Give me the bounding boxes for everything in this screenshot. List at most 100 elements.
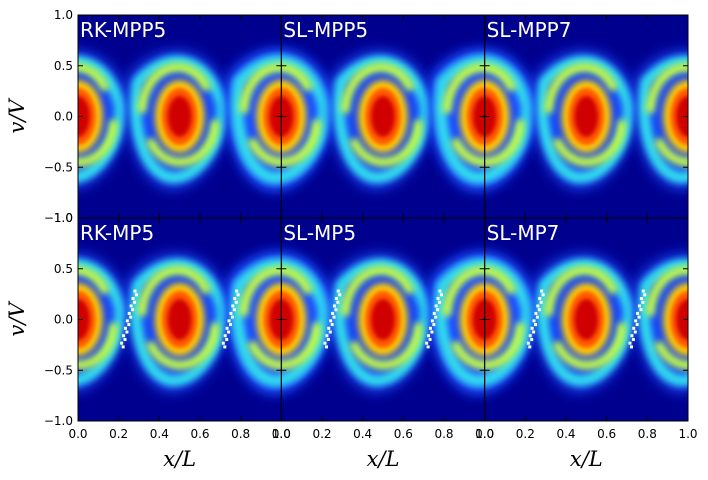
x-tick-label: 0.4 <box>150 427 169 441</box>
axis-ticks: 1.00.50.0−0.5−1.01.00.50.0−0.5−1.00.0 0.2… <box>44 8 698 441</box>
dot-marker-12 <box>122 334 126 338</box>
dot-marker-85 <box>639 308 643 312</box>
vortex-0 <box>78 51 129 188</box>
y-tick-label: −0.5 <box>44 160 73 174</box>
x-tick-label: 0.2 <box>109 427 128 441</box>
x-tick-label: 0.2 <box>516 427 535 441</box>
dot-marker-22 <box>229 311 233 315</box>
axis-labels: x/L x/L x/L v/V v/V <box>5 98 603 471</box>
x-tick-label: 0.0 <box>68 427 87 441</box>
dot-marker-31 <box>223 345 227 349</box>
y-tick-label: −1.0 <box>44 414 73 428</box>
x-tick-label: 1.0 <box>678 427 697 441</box>
dot-marker-4 <box>129 304 133 308</box>
dot-marker-40 <box>329 319 333 323</box>
dot-marker-95 <box>629 345 633 349</box>
y-tick-label: 0.0 <box>54 313 73 327</box>
x-axis-label: x/L <box>367 447 400 471</box>
y-axis-label: v/V <box>5 301 29 337</box>
dot-marker-28 <box>223 334 227 338</box>
panel-titles: RK-MPP5 SL-MPP5 SL-MPP7 RK-MP5 SL-MP5 SL-MP7 <box>80 18 571 245</box>
panel-title-sl-mp7: SL-MP7 <box>487 221 560 245</box>
dot-marker-33 <box>338 293 342 297</box>
dot-marker-63 <box>426 345 430 349</box>
dot-marker-80 <box>641 289 645 293</box>
dot-marker-38 <box>331 311 335 315</box>
dot-marker-89 <box>635 323 639 327</box>
x-tick-label: 0.6 <box>394 427 413 441</box>
dot-marker-69 <box>537 308 541 312</box>
dot-marker-45 <box>326 337 330 341</box>
dot-marker-42 <box>327 326 331 330</box>
dot-marker-65 <box>541 293 545 297</box>
dot-marker-17 <box>236 293 240 297</box>
dot-marker-75 <box>532 330 536 334</box>
x-tick-label: 0.4 <box>353 427 372 441</box>
dot-marker-68 <box>536 304 540 308</box>
dot-marker-24 <box>227 319 231 323</box>
vortex-4 <box>330 50 434 189</box>
y-tick-label: −0.5 <box>44 363 73 377</box>
dot-marker-82 <box>639 297 643 301</box>
heatmap-row-bottom <box>78 253 688 392</box>
dots-row-bottom <box>120 289 647 349</box>
dot-marker-14 <box>120 341 124 345</box>
dot-marker-64 <box>540 289 544 293</box>
dot-marker-62 <box>425 341 429 345</box>
dot-marker-61 <box>428 337 432 341</box>
dot-marker-55 <box>434 315 438 319</box>
dot-marker-18 <box>233 297 237 301</box>
dot-marker-23 <box>230 315 234 319</box>
y-tick-label: 0.5 <box>54 262 73 276</box>
dot-marker-27 <box>227 330 231 334</box>
dot-marker-29 <box>225 337 229 341</box>
y-tick-label: 1.0 <box>54 211 73 225</box>
y-tick-label: 1.0 <box>54 8 73 22</box>
dot-marker-20 <box>231 304 235 308</box>
dot-marker-2 <box>131 297 135 301</box>
dot-marker-81 <box>643 293 647 297</box>
dot-marker-54 <box>432 311 436 315</box>
dot-marker-41 <box>330 323 334 327</box>
dot-marker-35 <box>336 300 340 304</box>
vortex-17 <box>635 254 688 392</box>
dot-marker-36 <box>332 304 336 308</box>
x-tick-label: 0.0 <box>475 427 494 441</box>
x-axis-label: x/L <box>163 447 196 471</box>
dot-marker-51 <box>438 300 442 304</box>
panel-title-rk-mp5: RK-MP5 <box>80 221 154 245</box>
dot-marker-86 <box>636 311 640 315</box>
dot-marker-47 <box>324 345 328 349</box>
dot-marker-90 <box>632 326 636 330</box>
dot-marker-73 <box>534 323 537 327</box>
dot-marker-48 <box>438 289 442 293</box>
heatmap-row-top <box>78 50 688 189</box>
dot-marker-76 <box>528 334 532 338</box>
dot-marker-26 <box>225 326 229 330</box>
dot-marker-21 <box>232 308 236 312</box>
dot-marker-93 <box>631 337 635 341</box>
vortex-13 <box>330 253 434 392</box>
x-axis-label: x/L <box>570 447 603 471</box>
y-tick-label: 0.0 <box>54 110 73 124</box>
dot-marker-77 <box>530 337 534 341</box>
x-tick-label: 0.8 <box>638 427 657 441</box>
x-tick-label: 0.8 <box>434 427 453 441</box>
dot-marker-87 <box>637 315 641 319</box>
dot-marker-79 <box>528 345 532 349</box>
x-tick-label: 1.0 <box>475 427 494 441</box>
dot-marker-83 <box>641 300 645 304</box>
y-tick-label: 0.5 <box>54 59 73 73</box>
x-tick-label: 0.4 <box>556 427 575 441</box>
dot-marker-59 <box>430 330 434 334</box>
dot-marker-5 <box>131 308 135 312</box>
dot-marker-34 <box>334 297 338 301</box>
dot-marker-50 <box>436 297 440 301</box>
dot-marker-94 <box>628 341 632 345</box>
dot-marker-92 <box>630 334 634 338</box>
dot-marker-19 <box>234 300 238 304</box>
dot-marker-15 <box>121 345 125 349</box>
dot-marker-57 <box>432 323 436 327</box>
dot-marker-44 <box>325 334 329 338</box>
